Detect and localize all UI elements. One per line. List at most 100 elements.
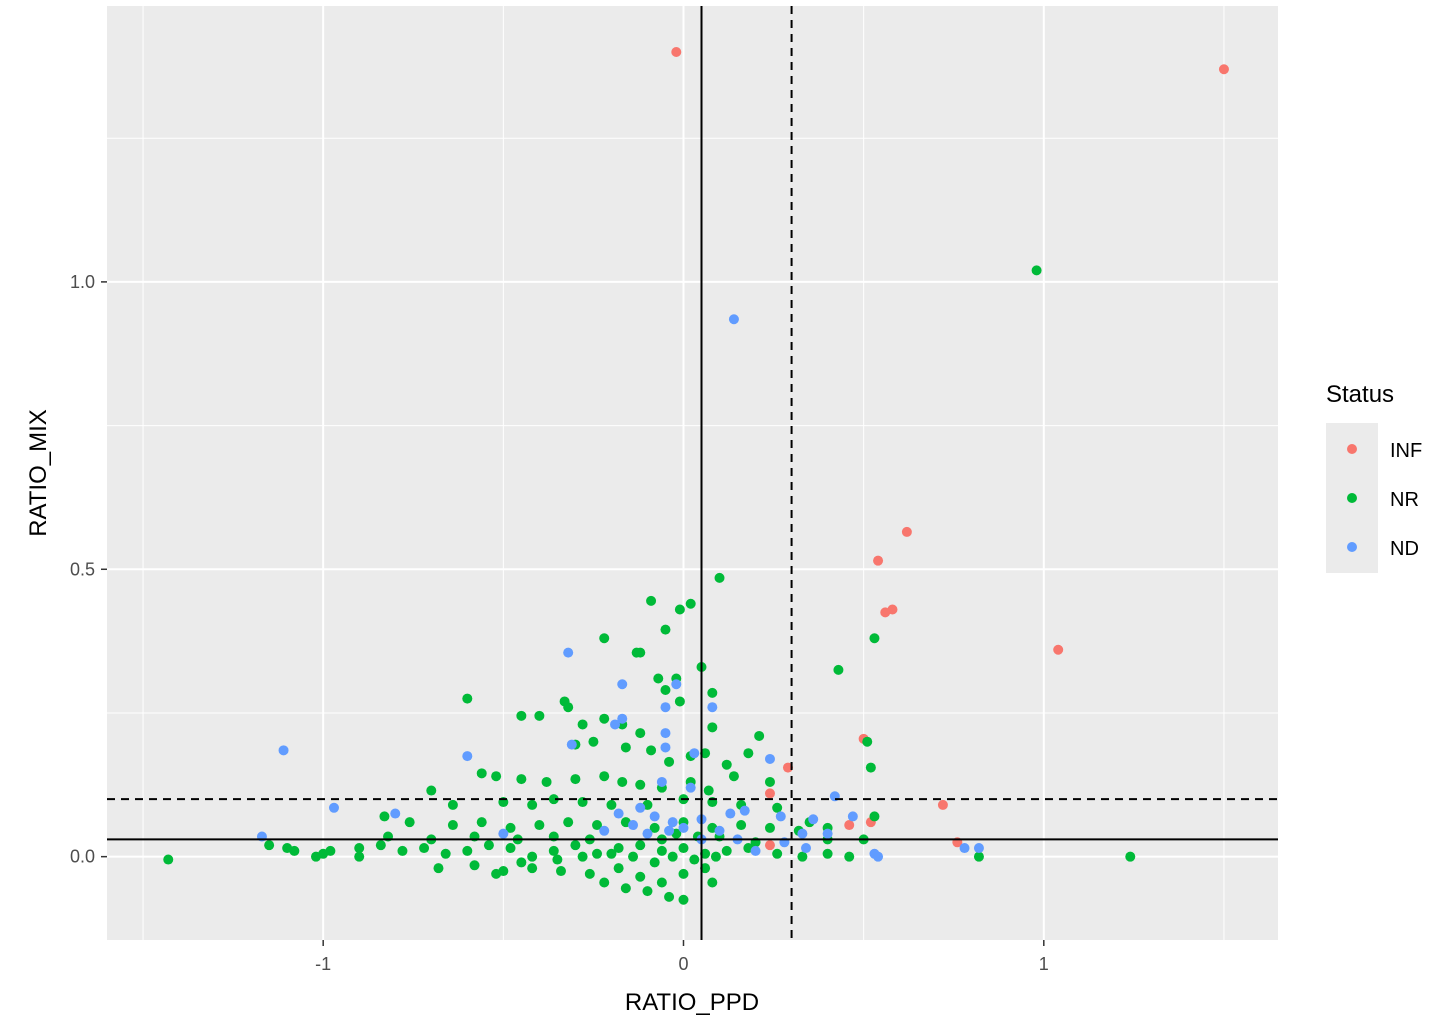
- data-point-nr: [563, 702, 574, 713]
- data-point-nr: [678, 894, 689, 905]
- data-point-nr: [354, 851, 365, 862]
- data-point-nd: [685, 782, 696, 793]
- data-point-nd: [800, 843, 811, 854]
- data-point-nr: [469, 860, 480, 871]
- data-point-nr: [476, 817, 487, 828]
- data-point-nr: [736, 820, 747, 831]
- data-point-nd: [563, 647, 574, 658]
- data-point-nd: [678, 822, 689, 833]
- data-point-nd: [498, 828, 509, 839]
- data-point-nr: [491, 868, 502, 879]
- data-point-nr: [505, 822, 516, 833]
- data-point-nr: [973, 851, 984, 862]
- data-point-nr: [462, 845, 473, 856]
- data-point-nr: [689, 854, 700, 865]
- x-tick-label: -1: [315, 954, 331, 974]
- data-point-nr: [606, 848, 617, 859]
- legend-label-inf: INF: [1390, 440, 1422, 462]
- data-point-nr: [163, 854, 174, 865]
- data-point-nd: [847, 811, 858, 822]
- data-point-inf: [764, 840, 775, 851]
- data-point-nd: [775, 811, 786, 822]
- data-point-nr: [667, 851, 678, 862]
- data-point-inf: [844, 820, 855, 831]
- data-point-nr: [1125, 851, 1136, 862]
- data-point-nr: [541, 776, 552, 787]
- data-point-nd: [660, 742, 671, 753]
- data-point-nd: [671, 679, 682, 690]
- data-point-nd: [613, 808, 624, 819]
- data-point-nr: [703, 785, 714, 796]
- data-point-nr: [354, 843, 365, 854]
- data-point-nr: [833, 664, 844, 675]
- data-point-nr: [685, 598, 696, 609]
- data-point-nr: [447, 820, 458, 831]
- data-point-nr: [674, 696, 685, 707]
- data-point-nr: [865, 762, 876, 773]
- data-point-nd: [797, 828, 808, 839]
- data-point-nd: [728, 314, 739, 325]
- data-point-nr: [664, 891, 675, 902]
- data-point-nr: [516, 857, 527, 868]
- data-point-nr: [656, 845, 667, 856]
- data-point-nd: [873, 851, 884, 862]
- data-point-nd: [599, 825, 610, 836]
- data-point-nr: [555, 866, 566, 877]
- data-point-nr: [613, 863, 624, 874]
- data-point-nd: [278, 745, 289, 756]
- data-point-nd: [660, 728, 671, 739]
- data-point-nr: [869, 633, 880, 644]
- data-point-nr: [707, 877, 718, 888]
- data-point-nd: [808, 814, 819, 825]
- data-point-nr: [764, 822, 775, 833]
- data-point-nr: [516, 774, 527, 785]
- data-point-nr: [862, 736, 873, 747]
- data-point-nd: [617, 713, 628, 724]
- x-axis-title: RATIO_PPD: [625, 989, 759, 1016]
- data-point-inf: [764, 788, 775, 799]
- data-point-nd: [617, 679, 628, 690]
- x-tick-label: 0: [678, 954, 688, 974]
- data-point-nr: [534, 820, 545, 831]
- legend-key-nr: [1347, 493, 1357, 503]
- data-point-nr: [584, 868, 595, 879]
- data-point-nr: [404, 817, 415, 828]
- data-point-nr: [635, 779, 646, 790]
- data-point-nd: [973, 843, 984, 854]
- y-tick-label: 0.5: [70, 559, 95, 579]
- data-point-nr: [646, 745, 657, 756]
- data-point-nr: [426, 785, 437, 796]
- data-point-nr: [419, 843, 430, 854]
- data-point-nd: [610, 719, 621, 730]
- data-point-nd: [707, 702, 718, 713]
- data-point-nr: [599, 713, 610, 724]
- data-point-nr: [599, 771, 610, 782]
- data-point-nr: [1031, 265, 1042, 276]
- data-point-nd: [822, 828, 833, 839]
- data-point-nr: [379, 811, 390, 822]
- data-point-nr: [714, 572, 725, 583]
- data-point-nr: [700, 863, 711, 874]
- data-point-nr: [534, 710, 545, 721]
- data-point-nd: [628, 820, 639, 831]
- data-point-nr: [505, 843, 516, 854]
- data-point-nr: [447, 799, 458, 810]
- data-point-nr: [577, 719, 588, 730]
- legend-key-inf: [1347, 444, 1357, 454]
- data-point-nd: [566, 739, 577, 750]
- data-point-nr: [764, 776, 775, 787]
- data-point-nr: [721, 845, 732, 856]
- data-point-nr: [754, 730, 765, 741]
- data-point-nr: [613, 843, 624, 854]
- legend-title: Status: [1326, 381, 1394, 408]
- data-point-nr: [728, 771, 739, 782]
- data-point-nd: [725, 808, 736, 819]
- data-point-nd: [656, 776, 667, 787]
- data-point-nr: [674, 604, 685, 615]
- data-point-nr: [649, 822, 660, 833]
- data-point-nd: [328, 802, 339, 813]
- data-point-nd: [689, 748, 700, 759]
- data-point-nr: [678, 868, 689, 879]
- data-point-nr: [588, 736, 599, 747]
